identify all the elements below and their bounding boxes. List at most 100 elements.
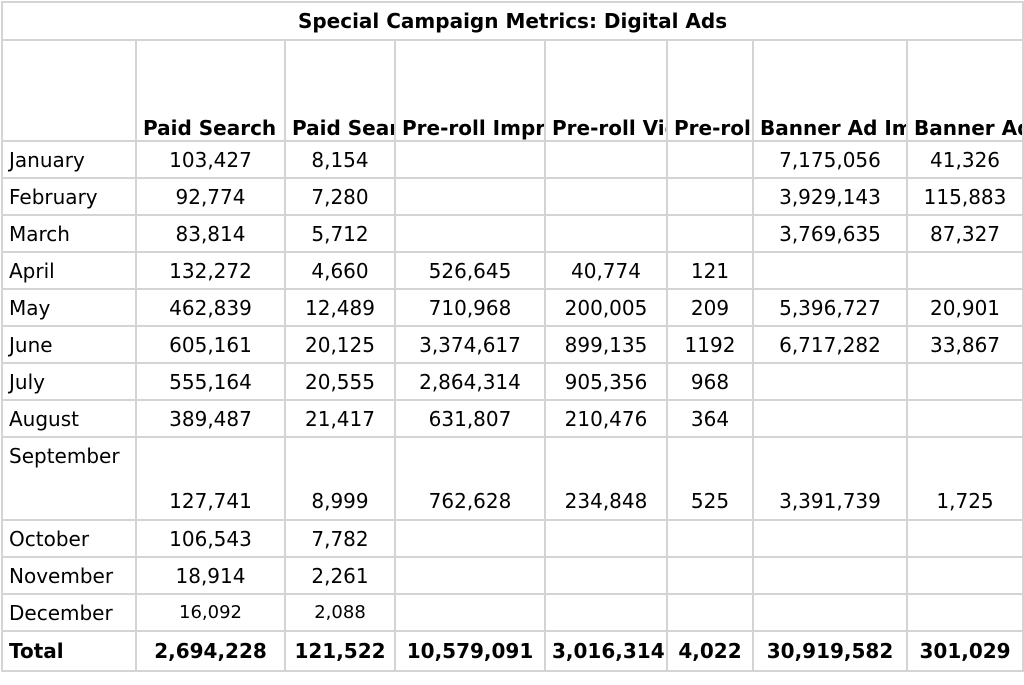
row-label: September	[1, 436, 137, 521]
table-cell	[394, 177, 546, 216]
table-row: August 389,487 21,417 631,807 210,476 36…	[1, 399, 1024, 438]
column-header-pre-roll-impressions: Pre-roll Impressions	[394, 39, 546, 142]
table-cell: 525	[666, 436, 754, 521]
table-cell: 899,135	[544, 325, 668, 364]
table-cell: 605,161	[135, 325, 286, 364]
total-row: Total 2,694,228 121,522 10,579,091 3,016…	[1, 630, 1024, 672]
table-cell: 462,839	[135, 288, 286, 327]
column-header-paid-search-impressions: Paid Search Impressions	[135, 39, 286, 142]
table-cell: 631,807	[394, 399, 546, 438]
table-cell: 92,774	[135, 177, 286, 216]
table-cell: 5,712	[284, 214, 396, 253]
table-cell	[666, 140, 754, 179]
table-cell: 8,154	[284, 140, 396, 179]
table-cell: 40,774	[544, 251, 668, 290]
table-cell: 3,391,739	[752, 436, 908, 521]
column-header-banner-ad-impressions: Banner Ad Impressions	[752, 39, 908, 142]
table-cell	[666, 519, 754, 558]
table-cell: 7,782	[284, 519, 396, 558]
table-cell: 6,717,282	[752, 325, 908, 364]
table-cell: 115,883	[905, 177, 1024, 216]
table-cell: 33,867	[905, 325, 1024, 364]
table-cell	[905, 251, 1024, 290]
row-label: June	[1, 325, 137, 364]
table-cell: 106,543	[135, 519, 286, 558]
total-cell: 2,694,228	[135, 630, 286, 672]
table-row: December 16,092 2,088	[1, 593, 1024, 632]
table-cell	[666, 556, 754, 595]
table-cell: 5,396,727	[752, 288, 908, 327]
row-label: January	[1, 140, 137, 179]
row-label: February	[1, 177, 137, 216]
table-row: April 132,272 4,660 526,645 40,774 121	[1, 251, 1024, 290]
row-label: March	[1, 214, 137, 253]
table-cell: 210,476	[544, 399, 668, 438]
table-row: July 555,164 20,555 2,864,314 905,356 96…	[1, 362, 1024, 401]
table-row: January 103,427 8,154 7,175,056 41,326	[1, 140, 1024, 179]
table-cell	[752, 399, 908, 438]
table-cell: 7,175,056	[752, 140, 908, 179]
table-cell: 3,374,617	[394, 325, 546, 364]
table-cell	[394, 214, 546, 253]
total-cell: 3,016,314	[544, 630, 668, 672]
total-cell: 30,919,582	[752, 630, 908, 672]
table-row: September 127,741 8,999 762,628 234,848 …	[1, 436, 1024, 521]
column-header-paid-search-clicks: Paid Search Clicks	[284, 39, 396, 142]
table-row: February 92,774 7,280 3,929,143 115,883	[1, 177, 1024, 216]
table-cell	[394, 519, 546, 558]
table-cell: 18,914	[135, 556, 286, 595]
corner-header-cell	[1, 39, 137, 142]
table-cell	[666, 177, 754, 216]
table-cell: 2,864,314	[394, 362, 546, 401]
table-cell: 20,901	[905, 288, 1024, 327]
table-cell: 200,005	[544, 288, 668, 327]
table-cell	[544, 214, 668, 253]
table-row: March 83,814 5,712 3,769,635 87,327	[1, 214, 1024, 253]
table-cell	[394, 556, 546, 595]
title-row: Special Campaign Metrics: Digital Ads	[0, 1, 1024, 41]
table-cell	[752, 556, 908, 595]
table-cell: 8,999	[284, 436, 396, 521]
table-row: October 106,543 7,782	[1, 519, 1024, 558]
table-cell: 3,929,143	[752, 177, 908, 216]
row-label: October	[1, 519, 137, 558]
table-cell: 526,645	[394, 251, 546, 290]
table-cell	[544, 140, 668, 179]
table-body: January 103,427 8,154 7,175,056 41,326 F…	[1, 140, 1024, 672]
table-cell: 121	[666, 251, 754, 290]
table-cell	[752, 251, 908, 290]
table-cell	[752, 593, 908, 632]
table-cell	[905, 362, 1024, 401]
table-cell: 87,327	[905, 214, 1024, 253]
table-cell	[544, 519, 668, 558]
table-cell	[394, 593, 546, 632]
table-cell	[544, 177, 668, 216]
row-label: May	[1, 288, 137, 327]
table-row: May 462,839 12,489 710,968 200,005 209 5…	[1, 288, 1024, 327]
table-cell: 127,741	[135, 436, 286, 521]
column-header-pre-roll-clicks: Pre-roll Clicks	[666, 39, 754, 142]
table-cell: 234,848	[544, 436, 668, 521]
table-cell: 364	[666, 399, 754, 438]
table-row: June 605,161 20,125 3,374,617 899,135 11…	[1, 325, 1024, 364]
table-cell: 2,088	[284, 593, 396, 632]
row-label: April	[1, 251, 137, 290]
table-cell: 2,261	[284, 556, 396, 595]
table-cell: 7,280	[284, 177, 396, 216]
table-cell: 905,356	[544, 362, 668, 401]
table-cell	[544, 593, 668, 632]
table-cell	[905, 593, 1024, 632]
table-cell	[905, 399, 1024, 438]
table-cell: 710,968	[394, 288, 546, 327]
table-cell: 20,125	[284, 325, 396, 364]
table-cell: 209	[666, 288, 754, 327]
table-cell	[905, 556, 1024, 595]
column-header-pre-roll-views: Pre-roll Views	[544, 39, 668, 142]
table-row: November 18,914 2,261	[1, 556, 1024, 595]
table-cell: 21,417	[284, 399, 396, 438]
table-cell: 968	[666, 362, 754, 401]
table-cell: 41,326	[905, 140, 1024, 179]
campaign-metrics-table: Special Campaign Metrics: Digital Ads Pa…	[0, 1, 1024, 672]
table-cell	[666, 214, 754, 253]
row-label: July	[1, 362, 137, 401]
